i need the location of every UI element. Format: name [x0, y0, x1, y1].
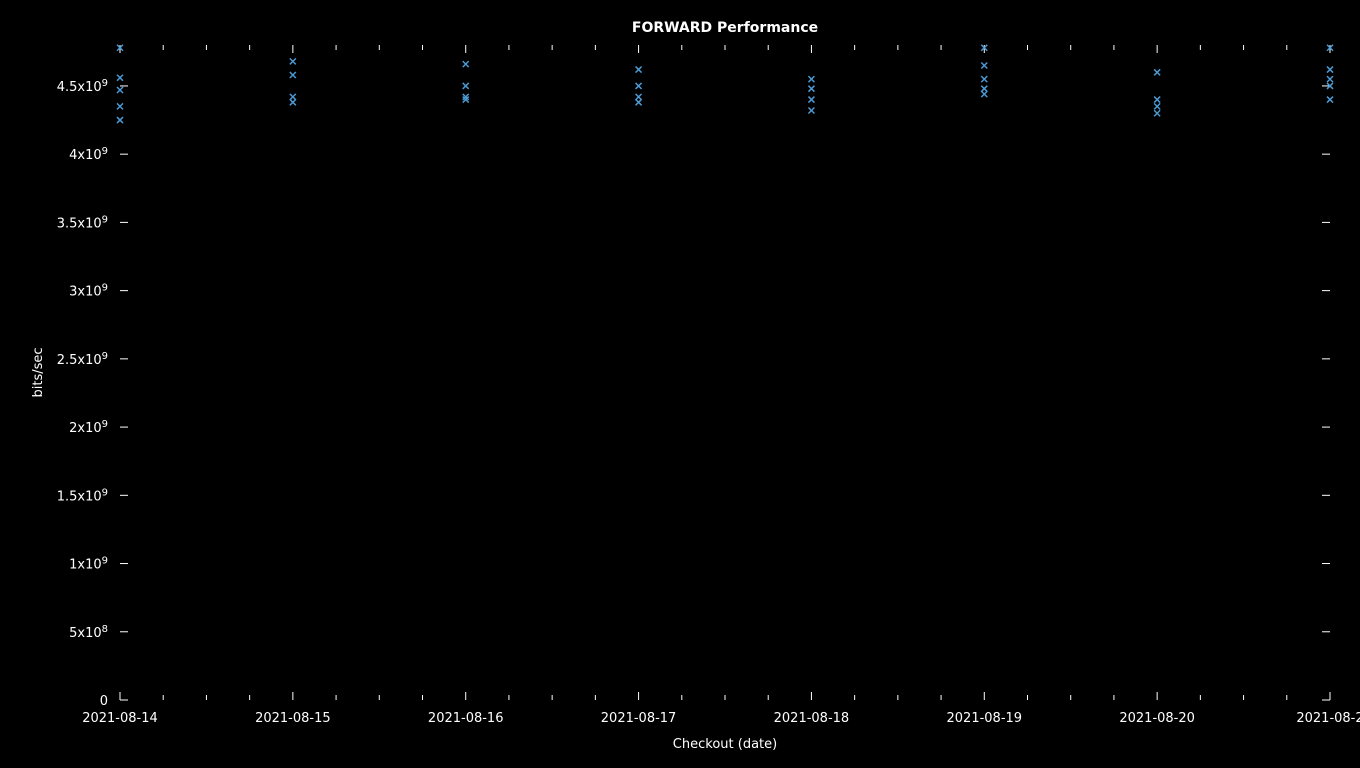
y-tick-label: 2.5x109: [57, 350, 108, 368]
x-tick-label: 2021-08-17: [601, 711, 677, 726]
performance-scatter-chart: FORWARD Performance05x1081x1091.5x1092x1…: [0, 0, 1360, 768]
x-tick-label: 2021-08-2: [1296, 711, 1360, 726]
chart-title: FORWARD Performance: [632, 20, 818, 36]
y-tick-label: 0: [100, 694, 108, 709]
x-tick-label: 2021-08-20: [1119, 711, 1195, 726]
x-tick-label: 2021-08-15: [255, 711, 331, 726]
x-tick-label: 2021-08-19: [947, 711, 1023, 726]
x-tick-label: 2021-08-16: [428, 711, 504, 726]
x-tick-label: 2021-08-18: [774, 711, 850, 726]
y-tick-label: 4.5x109: [57, 77, 108, 95]
y-axis-title: bits/sec: [31, 347, 46, 397]
x-tick-label: 2021-08-14: [82, 711, 158, 726]
y-tick-label: 1.5x109: [57, 487, 108, 505]
x-axis-title: Checkout (date): [673, 737, 777, 752]
y-tick-label: 3.5x109: [57, 214, 108, 232]
